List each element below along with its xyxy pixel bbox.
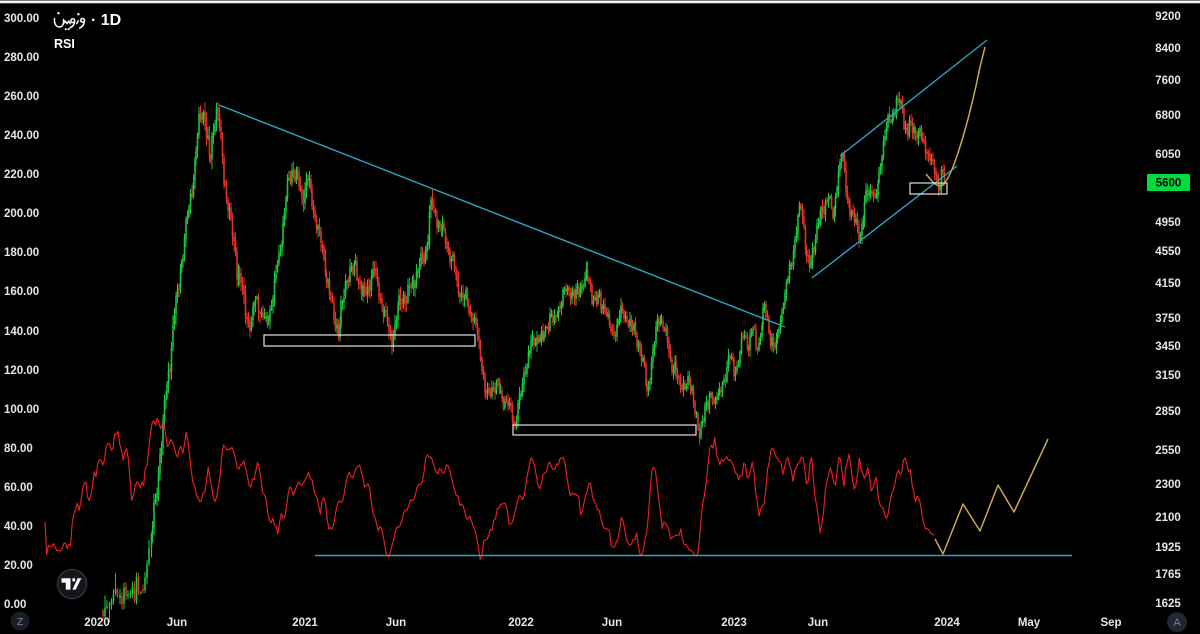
svg-text:2020: 2020 [84,617,110,629]
svg-text:280.00: 280.00 [4,52,39,64]
svg-text:Jun: Jun [808,617,828,629]
svg-text:2550: 2550 [1155,445,1181,457]
svg-text:80.00: 80.00 [4,443,33,455]
svg-text:Z: Z [17,616,24,628]
svg-text:7600: 7600 [1155,75,1181,87]
svg-text:2021: 2021 [292,617,318,629]
svg-text:20.00: 20.00 [4,560,33,572]
svg-text:1625: 1625 [1155,598,1181,610]
svg-text:100.00: 100.00 [4,404,39,416]
svg-text:8400: 8400 [1155,43,1181,55]
svg-text:3750: 3750 [1155,313,1181,325]
svg-text:4950: 4950 [1155,217,1181,229]
svg-text:2100: 2100 [1155,512,1181,524]
svg-text:Jun: Jun [386,617,406,629]
svg-text:9200: 9200 [1155,11,1181,23]
svg-text:6050: 6050 [1155,149,1181,161]
svg-text:3450: 3450 [1155,341,1181,353]
svg-text:Jun: Jun [167,617,187,629]
svg-text:4150: 4150 [1155,278,1181,290]
svg-text:May: May [1018,617,1041,629]
svg-text:1765: 1765 [1155,569,1181,581]
svg-text:Sep: Sep [1100,617,1121,629]
svg-text:240.00: 240.00 [4,130,39,142]
svg-text:120.00: 120.00 [4,365,39,377]
svg-text:0.00: 0.00 [4,599,26,611]
svg-text:60.00: 60.00 [4,482,33,494]
svg-text:4550: 4550 [1155,246,1181,258]
svg-text:2023: 2023 [721,617,747,629]
svg-text:2024: 2024 [934,617,960,629]
svg-text:220.00: 220.00 [4,169,39,181]
svg-text:Jun: Jun [602,617,622,629]
svg-text:1925: 1925 [1155,542,1181,554]
svg-text:6800: 6800 [1155,110,1181,122]
svg-text:300.00: 300.00 [4,13,39,25]
svg-text:2022: 2022 [508,617,534,629]
svg-text:2850: 2850 [1155,406,1181,418]
svg-text:A: A [1173,617,1181,629]
svg-text:2300: 2300 [1155,479,1181,491]
svg-text:RSI: RSI [54,37,75,51]
svg-text:200.00: 200.00 [4,208,39,220]
svg-text:· 1D: · 1D [91,12,121,29]
svg-text:260.00: 260.00 [4,91,39,103]
svg-text:160.00: 160.00 [4,286,39,298]
svg-text:5600: 5600 [1156,178,1182,190]
svg-text:140.00: 140.00 [4,326,39,338]
svg-text:40.00: 40.00 [4,521,33,533]
svg-text:3150: 3150 [1155,370,1181,382]
svg-text:180.00: 180.00 [4,247,39,259]
